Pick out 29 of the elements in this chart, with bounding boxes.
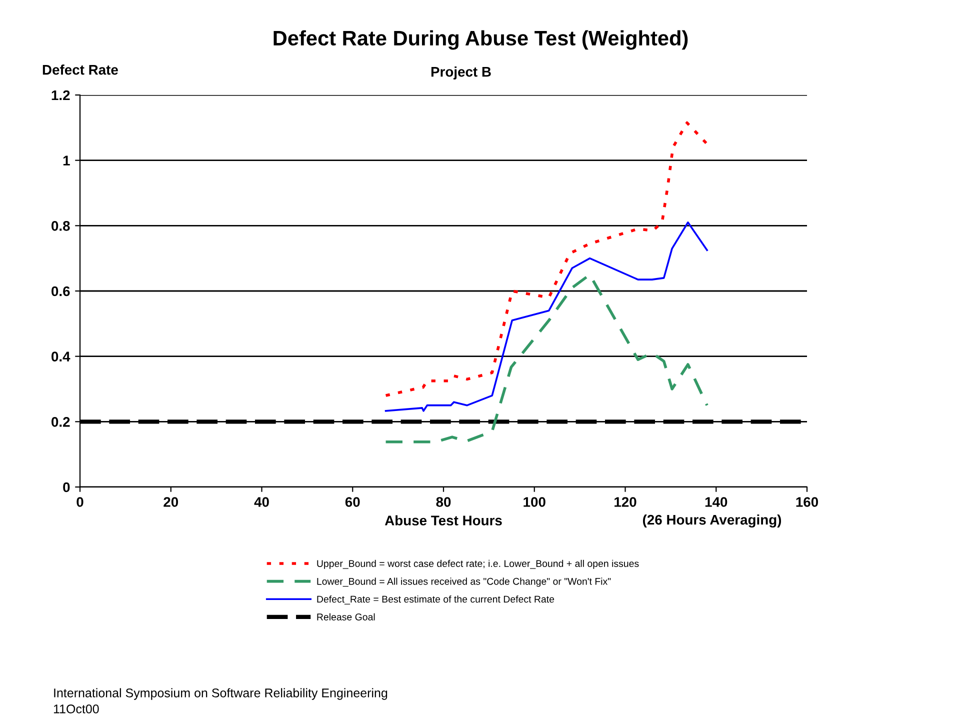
x-tick-label: 20	[164, 497, 178, 507]
legend-label: Defect_Rate = Best estimate of the current Defect Rate	[317, 595, 554, 604]
x-tick-label: 100	[524, 497, 546, 507]
y-tick-label: 1.2	[52, 90, 70, 100]
chart-subtitle: Project B	[431, 66, 491, 80]
y-tick-label: 1	[63, 156, 70, 166]
legend-label: Lower_Bound = All issues received as "Code Change" or "Won't Fix"	[317, 578, 611, 587]
line-series	[384, 221, 708, 412]
y-tick-label: 0.4	[52, 352, 70, 362]
y-tick-label: 0.6	[52, 286, 70, 296]
x-tick-label: 120	[614, 497, 636, 507]
line-series	[384, 121, 708, 397]
text: (26 Hours Averaging)	[642, 514, 782, 528]
x-tick-label: 160	[796, 497, 818, 507]
text: International Symposium on Software Reliability Engineering	[54, 688, 388, 700]
x-tick-label: 60	[345, 497, 360, 507]
y-axis-title: Defect Rate	[42, 64, 118, 75]
y-tick-label: 0.8	[52, 221, 70, 231]
text: 11Oct00	[54, 704, 99, 714]
y-tick-label: 0.2	[52, 417, 70, 427]
x-tick-label: 0	[76, 497, 84, 507]
x-tick-label: 80	[436, 497, 451, 507]
y-tick-label: 0	[63, 482, 70, 492]
x-axis-title: Abuse Test Hours	[384, 515, 502, 526]
x-tick-label: 140	[705, 497, 728, 507]
legend-label: Upper_Bound = worst case defect rate; i.e. Lower_Bound + all open issues	[317, 560, 639, 569]
chart-title: Defect Rate During Abuse Test (Weighted)	[274, 30, 688, 50]
legend-label: Release Goal	[317, 613, 375, 620]
x-tick-label: 40	[254, 497, 269, 507]
